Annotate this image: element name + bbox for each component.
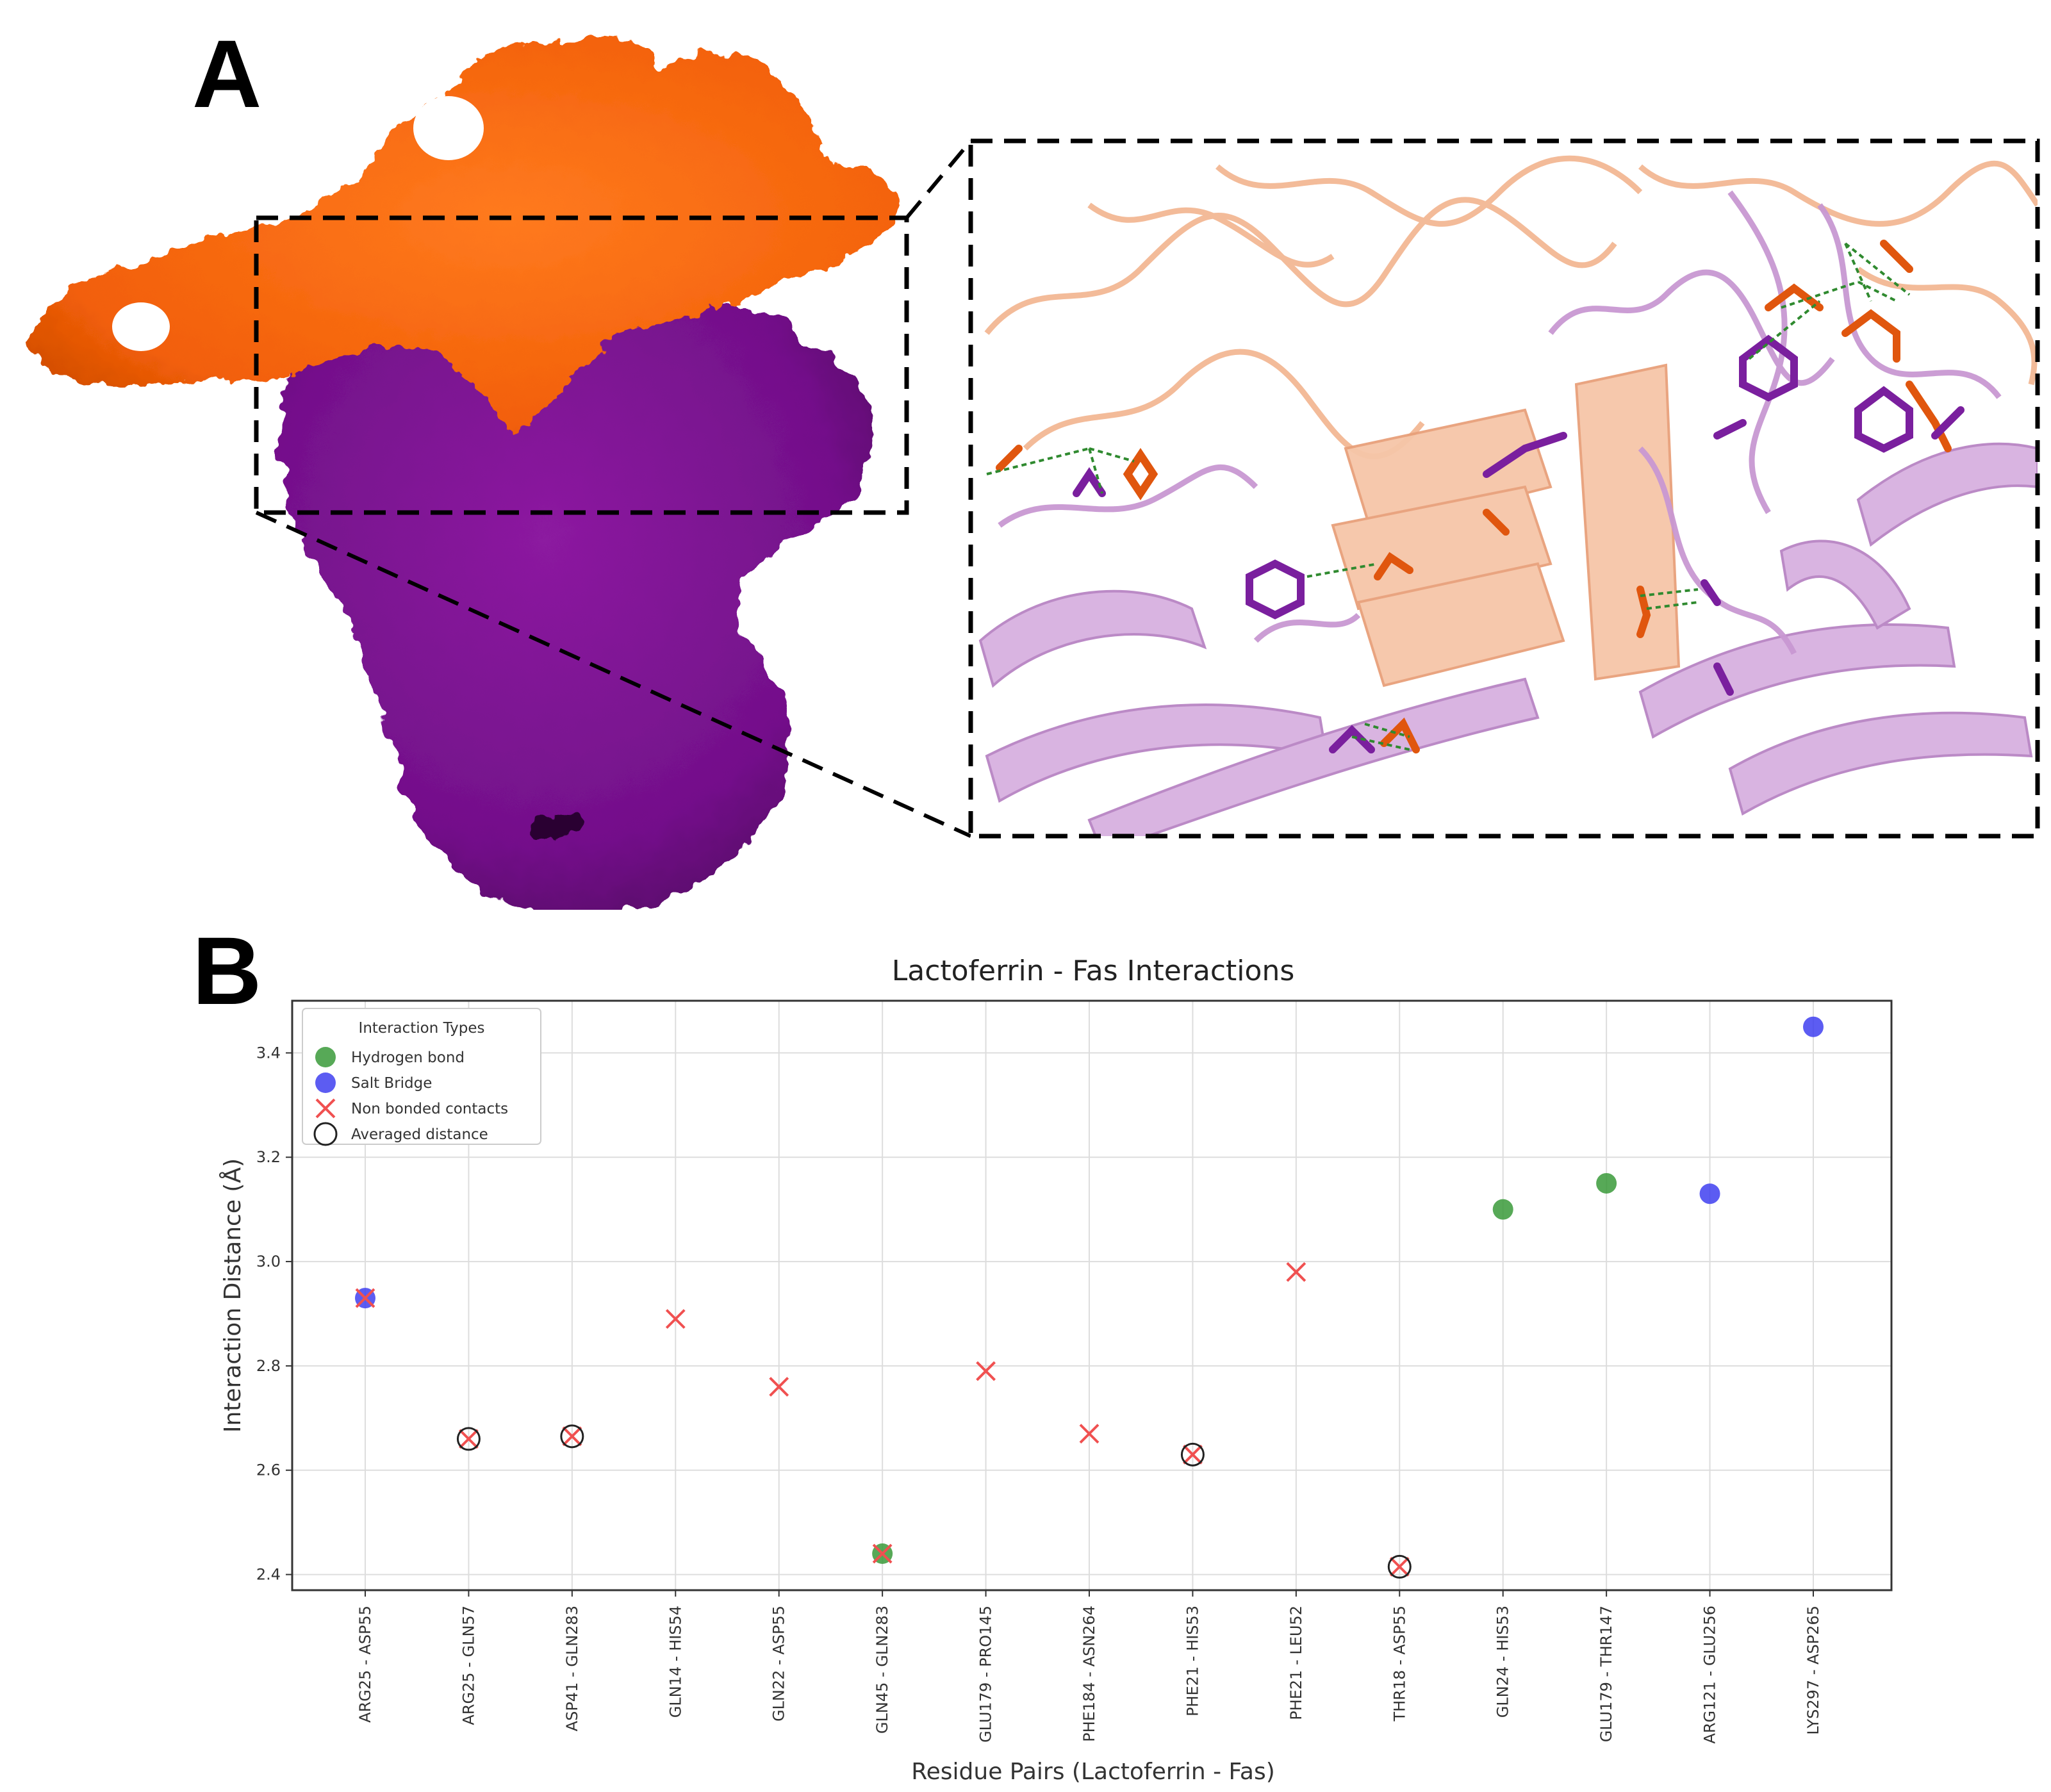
legend-marker-salt-bridge: [315, 1073, 336, 1093]
legend: Interaction Types Hydrogen bond Salt Brid…: [302, 1008, 541, 1146]
x-tick-label: PHE184 - ASN264: [1080, 1606, 1098, 1742]
cross-stroke: [665, 1309, 686, 1329]
zoom-connector-top: [905, 140, 973, 219]
legend-item-averaged: Averaged distance: [313, 1122, 488, 1146]
legend-marker-averaged: [313, 1122, 338, 1146]
x-tick-label: ARG25 - GLN57: [459, 1606, 477, 1725]
hbond-point: [1492, 1199, 1513, 1220]
cross-stroke: [976, 1361, 996, 1381]
x-tick-label: PHE21 - LEU52: [1287, 1606, 1305, 1720]
averaged-distance-point: [560, 1424, 584, 1449]
fas-surface: [279, 284, 874, 910]
x-axis-label: Residue Pairs (Lactoferrin - Fas): [911, 1759, 1275, 1785]
cross-stroke: [1183, 1444, 1203, 1465]
y-tick-label: 3.4: [256, 1044, 281, 1062]
y-axis-label: Interaction Distance (Å): [218, 1158, 246, 1433]
non-bonded-point: [872, 1543, 893, 1564]
legend-item-nonbonded: Non bonded contacts: [315, 1098, 508, 1119]
hbond-point: [1596, 1172, 1617, 1194]
legend-label: Salt Bridge: [351, 1075, 432, 1092]
averaged-distance-point: [456, 1427, 481, 1451]
y-tick-label: 3.2: [256, 1148, 281, 1166]
salt-bridge-point: [1803, 1016, 1824, 1037]
non-bonded-point: [665, 1309, 686, 1329]
x-tick-label: ARG121 - GLU256: [1701, 1606, 1719, 1744]
cross-stroke: [459, 1429, 479, 1449]
x-tick-label: GLN45 - GLN283: [873, 1606, 891, 1734]
non-bonded-point: [769, 1377, 789, 1397]
y-tick-label: 2.8: [256, 1357, 281, 1375]
cross-stroke: [1389, 1556, 1410, 1577]
x-tick-label: LYS297 - ASP265: [1804, 1606, 1822, 1735]
non-bonded-point: [1389, 1556, 1410, 1577]
non-bonded-point: [355, 1288, 375, 1308]
legend-marker-non-bonded: [315, 1098, 336, 1119]
legend-marker-hbond: [315, 1047, 336, 1067]
zoom-inset-interface: [971, 141, 2038, 836]
x-tick-label: ARG25 - ASP55: [356, 1606, 374, 1723]
cross-stroke: [769, 1377, 789, 1397]
legend-label: Hydrogen bond: [351, 1049, 465, 1066]
legend-item-hbond: Hydrogen bond: [315, 1047, 465, 1067]
salt-bridge-point: [1699, 1183, 1720, 1204]
grid: [292, 1001, 1891, 1590]
legend-item-salt: Salt Bridge: [315, 1073, 432, 1093]
zoom-inset-frame: [968, 138, 2040, 839]
x-tick-label: PHE21 - HIS53: [1183, 1606, 1201, 1716]
plot-frame: [291, 999, 1893, 1591]
non-bonded-point: [562, 1426, 582, 1447]
cross-stroke: [872, 1543, 893, 1564]
x-tick-label: GLN24 - HIS53: [1494, 1606, 1512, 1718]
cross-stroke: [355, 1288, 375, 1308]
legend-label: Averaged distance: [351, 1126, 488, 1143]
x-tick-label: GLN14 - HIS54: [666, 1606, 684, 1718]
panel-b-label: B: [192, 917, 262, 1024]
x-tick-label: GLN22 - ASP55: [770, 1606, 788, 1722]
y-tick-label: 2.6: [256, 1461, 281, 1479]
lactoferrin-surface-cavity: [413, 96, 484, 160]
interaction-chart: Lactoferrin - Fas Interactions 2.4 2.6 2.8…: [218, 955, 1893, 1785]
y-tick-label: 3.0: [256, 1253, 281, 1270]
x-axis: ARG25 - ASP55 ARG25 - GLN57 ASP41 - GLN283…: [356, 1590, 1822, 1744]
x-tick-label: THR18 - ASP55: [1390, 1606, 1408, 1722]
cross-stroke: [1079, 1424, 1100, 1444]
data-points: [355, 1016, 1824, 1579]
averaged-distance-point: [1387, 1554, 1412, 1579]
legend-title: Interaction Types: [359, 1020, 485, 1037]
cross-stroke: [562, 1426, 582, 1447]
lactoferrin-surface-cavity: [112, 302, 170, 351]
lactoferrin-surface: [26, 35, 903, 436]
x-tick-label: ASP41 - GLN283: [563, 1606, 581, 1731]
y-tick-label: 2.4: [256, 1566, 281, 1584]
legend-box: [302, 1008, 541, 1145]
legend-label: Non bonded contacts: [351, 1101, 508, 1117]
non-bonded-point: [459, 1429, 479, 1449]
cross-stroke: [1286, 1262, 1306, 1282]
panel-a-structure: [26, 35, 2040, 910]
non-bonded-point: [1286, 1262, 1306, 1282]
cross-stroke: [315, 1098, 336, 1119]
selection-box: [254, 215, 909, 515]
x-tick-label: GLU179 - PRO145: [977, 1606, 995, 1743]
averaged-distance-point: [1180, 1442, 1205, 1467]
chart-title: Lactoferrin - Fas Interactions: [892, 955, 1295, 987]
x-tick-label: GLU179 - THR147: [1597, 1606, 1615, 1742]
zoom-connector-bottom: [255, 511, 972, 838]
non-bonded-point: [976, 1361, 996, 1381]
non-bonded-point: [1079, 1424, 1100, 1444]
non-bonded-point: [1183, 1444, 1203, 1465]
y-axis: 2.4 2.6 2.8 3.0 3.2 3.4: [256, 1044, 292, 1584]
panel-a-label: A: [192, 20, 262, 127]
